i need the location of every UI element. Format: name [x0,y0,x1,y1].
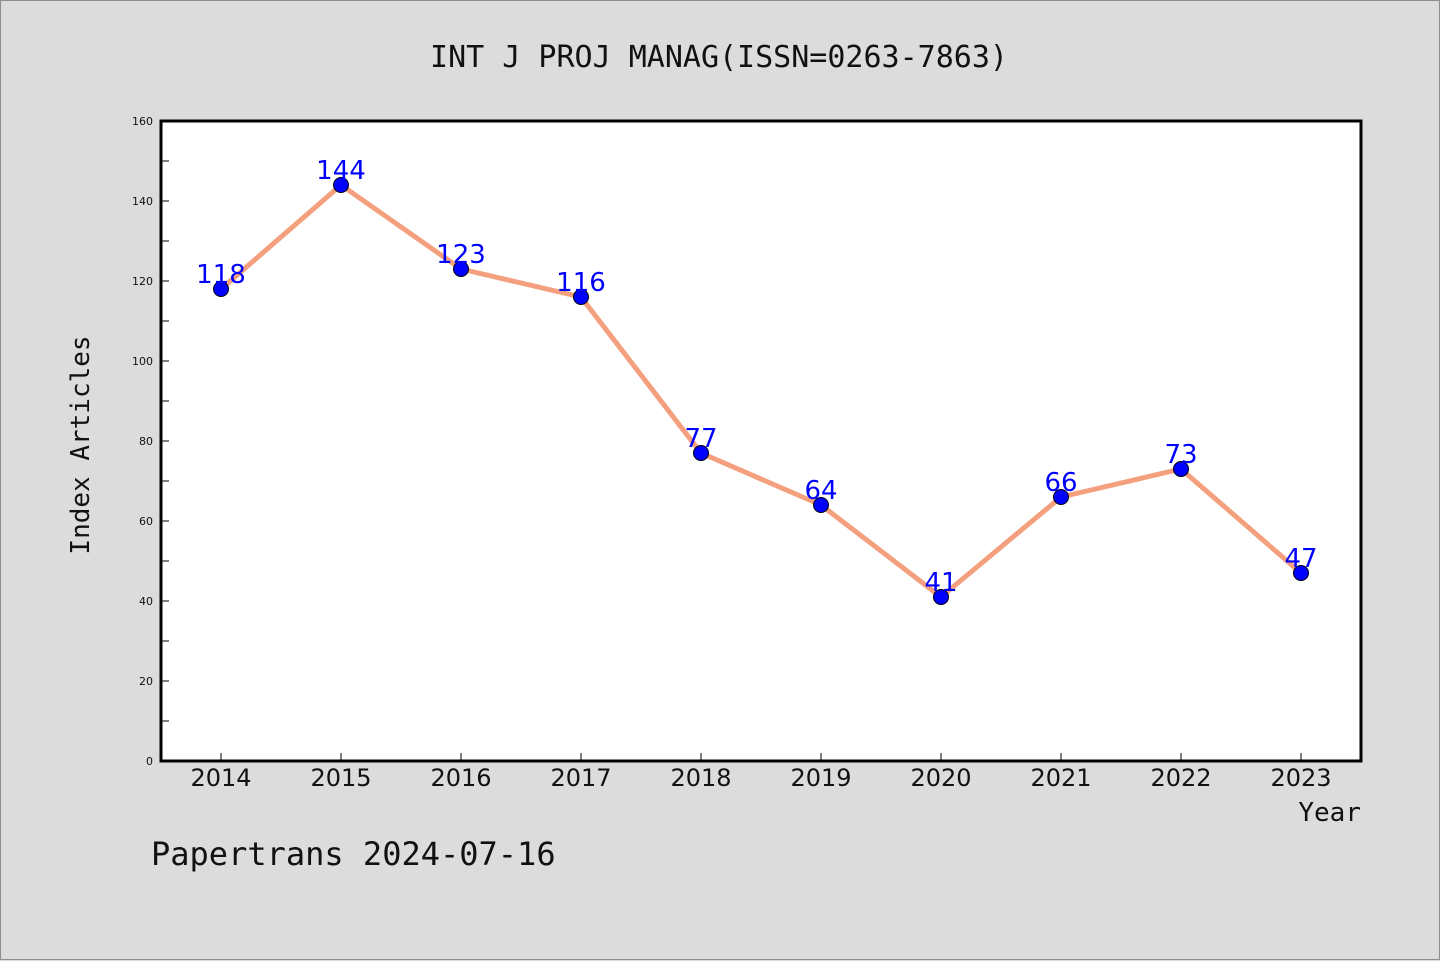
data-point [213,281,229,297]
x-tick-label: 2017 [550,764,611,792]
data-label: 66 [1044,468,1077,498]
x-tick-label: 2023 [1270,764,1331,792]
x-tick-label: 2020 [910,764,971,792]
x-tick-label: 2021 [1030,764,1091,792]
y-tick-label: 160 [132,115,153,128]
data-point [1053,489,1069,505]
data-point [573,289,589,305]
y-tick-label: 20 [139,675,153,688]
plot-border [159,119,1363,763]
data-label: 47 [1284,544,1317,574]
y-tick-label: 120 [132,275,153,288]
y-tick-label: 40 [139,595,153,608]
data-point [1173,461,1189,477]
plot-area: 0 20 40 60 80 100 120 140 160 2014 2015 2016 2017 201… [132,115,1363,792]
y-tick-label: 60 [139,515,153,528]
x-tick-label: 2022 [1150,764,1211,792]
x-tick-label: 2018 [670,764,731,792]
data-point [933,589,949,605]
y-tick-label: 100 [132,355,153,368]
data-label: 41 [924,568,957,598]
series-line [218,182,1304,600]
footer-credit: Papertrans 2024-07-16 [151,835,556,873]
data-label: 116 [556,268,606,298]
y-axis-label: Index Articles [66,335,96,554]
data-point [333,177,349,193]
y-tick-label: 0 [146,755,153,768]
data-label: 123 [436,240,486,270]
data-point [453,261,469,277]
y-tick-label: 80 [139,435,153,448]
data-label: 144 [316,156,366,186]
data-label: 64 [804,476,837,506]
data-label: 118 [196,260,246,290]
chart-title: INT J PROJ MANAG(ISSN=0263-7863) [430,40,1008,75]
data-label: 73 [1164,440,1197,470]
data-point [1293,565,1309,581]
y-tick-label: 140 [132,195,153,208]
x-tick-label: 2014 [190,764,251,792]
x-tick-label: 2015 [310,764,371,792]
data-point [813,497,829,513]
x-tick-label: 2019 [790,764,851,792]
x-axis-label: Year [1298,798,1361,828]
plot-background [161,121,1361,761]
data-label: 77 [684,424,717,454]
x-tick-label: 2016 [430,764,491,792]
data-point [693,445,709,461]
